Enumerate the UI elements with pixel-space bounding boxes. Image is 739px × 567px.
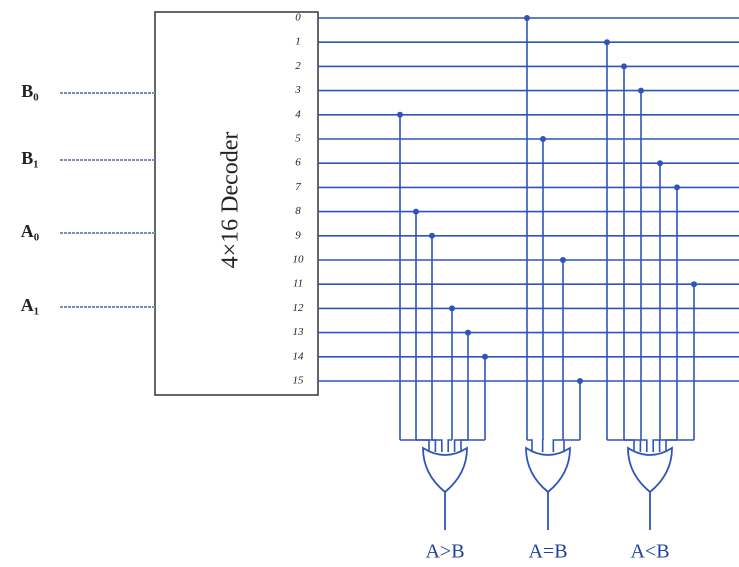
tap-wire <box>641 439 648 452</box>
output-number: 10 <box>293 254 305 266</box>
junction-dot <box>524 15 530 21</box>
output-number: 15 <box>293 375 305 387</box>
junction-dot <box>449 305 455 312</box>
junction-dot <box>540 136 546 142</box>
output-number: 9 <box>295 229 301 241</box>
junction-dot <box>638 87 644 94</box>
junction-dot <box>482 353 488 360</box>
tap-wire <box>527 439 533 452</box>
decoder-label: 4×16 Decoder <box>218 132 244 269</box>
output-number: 12 <box>293 302 305 314</box>
input-label: A₀ <box>21 221 39 241</box>
junction-dot <box>674 184 680 191</box>
output-number: 11 <box>293 278 303 290</box>
junction-dot <box>429 232 435 239</box>
tap-wire <box>563 439 580 452</box>
output-number: 0 <box>295 12 301 24</box>
output-number: 7 <box>295 181 301 193</box>
tap-wire <box>460 439 485 452</box>
tap-wire <box>432 439 443 452</box>
tap-wire <box>652 439 660 452</box>
junction-dot <box>621 63 627 70</box>
output-number: 2 <box>295 60 301 72</box>
junction-dot <box>560 257 566 263</box>
or-gate <box>627 446 673 494</box>
output-number: 8 <box>295 205 301 217</box>
output-number: 4 <box>295 108 301 120</box>
output-number: 1 <box>295 36 301 48</box>
output-number: 5 <box>295 133 301 145</box>
output-number: 3 <box>294 84 301 96</box>
junction-dot <box>691 281 697 288</box>
tap-wire <box>447 439 452 452</box>
input-label: B₁ <box>21 148 38 168</box>
input-label: B₀ <box>21 81 38 101</box>
gate-label: A<B <box>630 541 669 563</box>
junction-dot <box>465 329 471 336</box>
input-label: A₁ <box>21 295 39 315</box>
gate-label: A>B <box>425 541 464 563</box>
tap-wire <box>552 439 563 452</box>
or-gate <box>422 446 468 494</box>
decoder-box <box>154 11 319 396</box>
tap-wire <box>665 439 694 452</box>
junction-dot <box>657 160 663 167</box>
junction-dot <box>577 378 583 384</box>
output-number: 14 <box>293 350 305 362</box>
gate-label: A=B <box>528 541 567 563</box>
output-number: 6 <box>295 157 301 169</box>
junction-dot <box>413 208 419 215</box>
or-gate <box>525 446 571 494</box>
junction-dot <box>604 39 610 46</box>
junction-dot <box>397 111 403 118</box>
output-number: 13 <box>293 326 305 338</box>
